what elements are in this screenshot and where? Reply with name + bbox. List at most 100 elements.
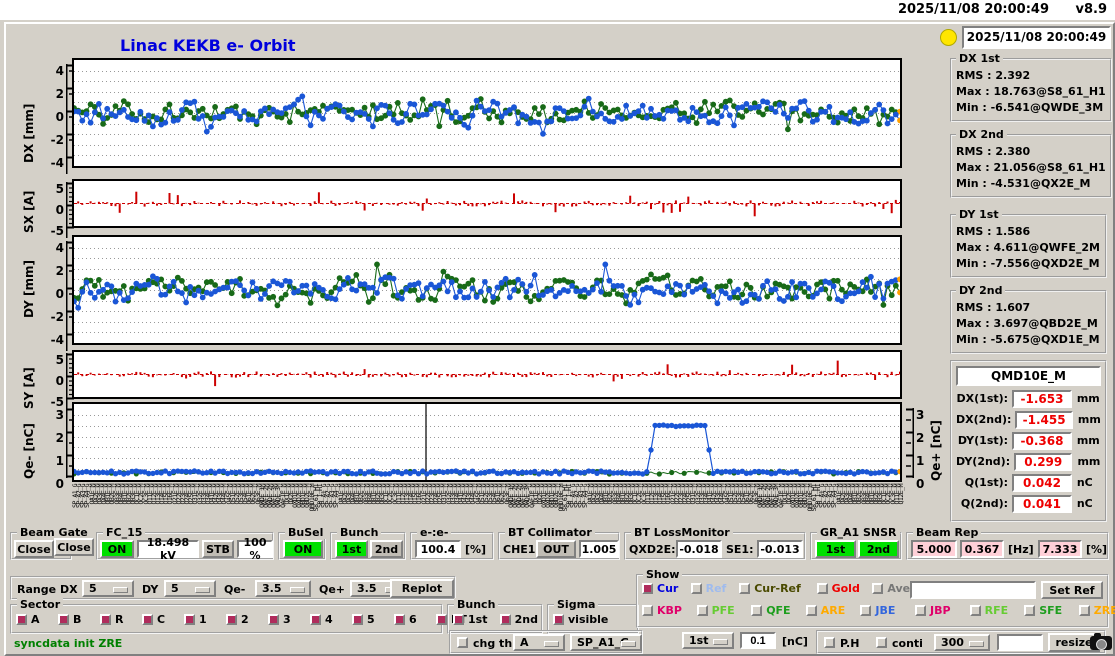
bt-lossmonitor-se1-value: -0.013 bbox=[757, 540, 803, 558]
beam-gate-close-2-button[interactable]: Close bbox=[54, 538, 94, 556]
show-secondary-checkbox[interactable] bbox=[642, 605, 653, 616]
sector-label: 2 bbox=[241, 613, 249, 626]
set-ref-button[interactable]: Set Ref bbox=[1041, 581, 1103, 599]
busel-on-button[interactable]: ON bbox=[283, 540, 323, 558]
show-secondary-checkbox[interactable] bbox=[969, 605, 981, 616]
show-primary-item[interactable]: Cur-Ref bbox=[739, 582, 801, 595]
fc15-on-button[interactable]: ON bbox=[100, 540, 134, 558]
show-secondary-item[interactable]: ZRE bbox=[1078, 604, 1115, 617]
sector-item[interactable]: 2 bbox=[226, 613, 249, 626]
show-primary-item[interactable]: Gold bbox=[816, 582, 860, 595]
qe-right-tick-2: 2 bbox=[916, 431, 925, 445]
sector-checkbox[interactable] bbox=[58, 614, 69, 625]
show-secondary-item[interactable]: JBP bbox=[915, 604, 951, 617]
show-secondary-label: JBP bbox=[930, 604, 951, 617]
bpm-row-key: DX(2nd): bbox=[956, 413, 1012, 426]
sector-checkbox[interactable] bbox=[142, 614, 153, 625]
count-input[interactable] bbox=[997, 634, 1043, 651]
range-dy-select[interactable]: 5 bbox=[164, 580, 216, 597]
bunch-top-2nd-button[interactable]: 2nd bbox=[370, 540, 403, 558]
sigma-item[interactable]: visible bbox=[553, 613, 608, 626]
show-primary-checkbox[interactable] bbox=[872, 583, 884, 594]
count-value: 300 bbox=[941, 636, 964, 649]
show-secondary-item[interactable]: SFE bbox=[1024, 604, 1062, 617]
show-secondary-checkbox[interactable] bbox=[805, 605, 817, 616]
sector-label: C bbox=[157, 613, 166, 626]
ref-input[interactable] bbox=[910, 581, 1036, 599]
show-primary-checkbox[interactable] bbox=[816, 583, 828, 594]
beam-gate-close-1-button[interactable]: Close bbox=[14, 540, 54, 558]
bunch-bottom-select[interactable]: 1st bbox=[682, 632, 734, 649]
chg-th-select[interactable]: A bbox=[513, 634, 565, 651]
range-dx-select[interactable]: 5 bbox=[82, 580, 134, 597]
sector-checkbox[interactable] bbox=[268, 614, 279, 625]
bunch-checkbox[interactable] bbox=[453, 614, 464, 625]
sector-item[interactable]: C bbox=[142, 613, 165, 626]
gr-a1-snsr-1st-button[interactable]: 1st bbox=[815, 540, 856, 558]
qe-plot-area[interactable] bbox=[71, 402, 903, 482]
range-qeminus-select[interactable]: 3.5 bbox=[255, 580, 311, 597]
count-select[interactable]: 300 bbox=[934, 634, 990, 651]
show-secondary-item[interactable]: PFE bbox=[696, 604, 735, 617]
show-secondary-item[interactable]: RFE bbox=[969, 604, 1008, 617]
show-secondary-checkbox[interactable] bbox=[696, 605, 708, 616]
gr-a1-snsr-group: GR_A1 SNSR 1st 2nd bbox=[810, 526, 902, 560]
sector-item[interactable]: B bbox=[58, 613, 81, 626]
sector-item[interactable]: R bbox=[100, 613, 123, 626]
chg-th-checkbox[interactable] bbox=[457, 637, 468, 648]
show-primary-item[interactable]: Ref bbox=[690, 582, 726, 595]
sector-item[interactable]: A bbox=[16, 613, 40, 626]
show-primary-checkbox[interactable] bbox=[690, 583, 702, 594]
sx-plot-area[interactable] bbox=[72, 179, 902, 228]
show-secondary-item[interactable]: ARE bbox=[805, 604, 845, 617]
bunch-item[interactable]: 1st bbox=[453, 613, 487, 626]
sector-checkbox[interactable] bbox=[310, 614, 321, 625]
show-secondary-item[interactable]: JBE bbox=[860, 604, 895, 617]
stats-dy-1st-max: Max : 4.611@QWFE_2M bbox=[956, 241, 1100, 254]
conti-checkbox[interactable] bbox=[876, 637, 887, 648]
fc15-stb-button[interactable]: STB bbox=[202, 540, 234, 558]
resize-button[interactable]: resize bbox=[1048, 633, 1100, 652]
sector-checkbox[interactable] bbox=[436, 614, 447, 625]
bt-collimator-out-button[interactable]: OUT bbox=[536, 540, 576, 558]
show-secondary-checkbox[interactable] bbox=[915, 605, 926, 616]
sigma-checkbox[interactable] bbox=[553, 614, 564, 625]
show-secondary-checkbox[interactable] bbox=[1078, 605, 1090, 616]
camera-icon[interactable] bbox=[1090, 633, 1112, 650]
bpm-select[interactable]: SP_A1_G bbox=[570, 634, 642, 651]
bunch-item[interactable]: 2nd bbox=[499, 613, 538, 626]
show-secondary-checkbox[interactable] bbox=[1024, 605, 1036, 616]
show-primary-checkbox[interactable] bbox=[642, 583, 653, 594]
show-secondary-checkbox[interactable] bbox=[751, 605, 763, 616]
gr-a1-snsr-2nd-button[interactable]: 2nd bbox=[858, 540, 899, 558]
replot-button[interactable]: Replot bbox=[390, 579, 454, 598]
dx-plot-area[interactable] bbox=[71, 58, 903, 168]
fc15-legend: FC_15 bbox=[103, 526, 146, 539]
bunch-checkbox[interactable] bbox=[499, 614, 511, 625]
ph-checkbox[interactable] bbox=[824, 637, 835, 648]
bunch-top-1st-button[interactable]: 1st bbox=[335, 540, 368, 558]
sector-item[interactable]: 6 bbox=[394, 613, 417, 626]
sector-checkbox[interactable] bbox=[352, 614, 363, 625]
show-secondary-label: JBE bbox=[875, 604, 896, 617]
show-primary-item[interactable]: Cur bbox=[642, 582, 678, 595]
sector-item[interactable]: 1 bbox=[184, 613, 207, 626]
show-primary-checkbox[interactable] bbox=[739, 583, 751, 594]
sy-plot-area[interactable] bbox=[72, 350, 902, 399]
sector-item[interactable]: 3 bbox=[268, 613, 291, 626]
sector-item[interactable]: 4 bbox=[310, 613, 333, 626]
sector-checkbox[interactable] bbox=[226, 614, 237, 625]
show-secondary-checkbox[interactable] bbox=[860, 605, 872, 616]
show-group: Show Cur Ref Cur-Ref Gold Ave10 Set Ref KBP P… bbox=[636, 568, 1115, 628]
show-secondary-item[interactable]: KBP bbox=[642, 604, 682, 617]
threshold-input[interactable] bbox=[740, 632, 776, 649]
sector-item[interactable]: 5 bbox=[352, 613, 375, 626]
sector-checkbox[interactable] bbox=[184, 614, 195, 625]
sector-checkbox[interactable] bbox=[100, 614, 111, 625]
top-title-bar: 2025/11/08 20:00:49 v8.9 bbox=[0, 0, 1115, 20]
show-secondary-item[interactable]: QFE bbox=[751, 604, 791, 617]
sector-checkbox[interactable] bbox=[16, 614, 27, 625]
dy-plot-area[interactable] bbox=[71, 235, 903, 345]
sector-checkbox[interactable] bbox=[394, 614, 405, 625]
bunch-label: 2nd bbox=[514, 613, 538, 626]
